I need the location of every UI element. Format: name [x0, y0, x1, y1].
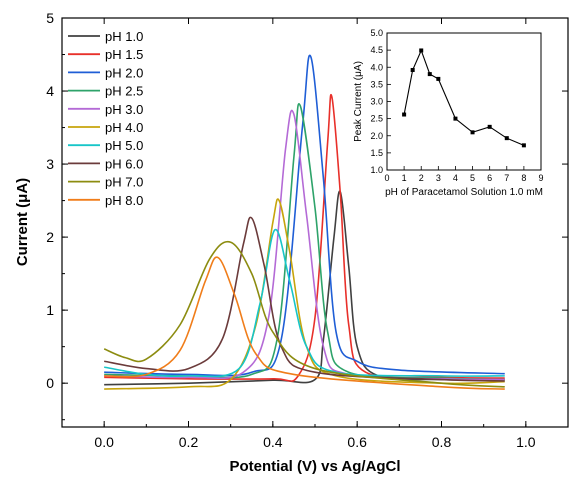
legend-label: pH 5.0 [105, 138, 143, 153]
main-x-tick-label: 0.6 [347, 434, 367, 450]
main-x-axis-title: Potential (V) vs Ag/AgCl [229, 458, 400, 475]
inset-data-point [470, 130, 475, 135]
legend-label: pH 4.0 [105, 120, 143, 135]
inset-frame [386, 32, 542, 171]
inset-x-tick-label: 2 [419, 173, 424, 183]
inset-data-point [504, 136, 509, 141]
inset-x-tick-label: 0 [384, 173, 389, 183]
inset-y-tick-label: 4.5 [370, 45, 383, 55]
inset-x-tick-label: 8 [521, 173, 526, 183]
main-y-tick-label: 5 [46, 10, 54, 26]
series-line-ph-8-0 [104, 256, 505, 390]
inset-x-tick-label: 5 [470, 173, 475, 183]
inset-x-tick-label: 4 [453, 173, 458, 183]
main-x-tick-label: 0.2 [179, 434, 199, 450]
inset-y-tick-label: 2.5 [370, 114, 383, 124]
inset-y-tick-label: 3.0 [370, 97, 383, 107]
main-x-tick-label: 0.0 [94, 434, 114, 450]
inset-x-tick-label: 9 [538, 173, 543, 183]
inset-x-tick-label: 6 [487, 173, 492, 183]
legend-label: pH 8.0 [105, 193, 143, 208]
legend-label: pH 2.0 [105, 65, 143, 80]
inset-data-point [410, 67, 415, 72]
main-y-tick-label: 3 [46, 156, 54, 172]
legend-label: pH 1.5 [105, 47, 143, 62]
legend-label: pH 1.0 [105, 29, 143, 44]
legend-label: pH 3.0 [105, 102, 143, 117]
inset-x-axis-title: pH of Paracetamol Solution 1.0 mM [385, 187, 543, 198]
inset-data-point [521, 143, 526, 148]
series-line-ph-1-5 [104, 94, 505, 382]
main-curves-group [103, 54, 505, 390]
legend: pH 1.0 pH 1.5 pH 2.0 pH 2.5 pH 3.0 pH 4.0 pH 5… [68, 29, 143, 208]
main-y-tick-label: 0 [46, 375, 54, 391]
main-x-tick-label: 0.8 [432, 434, 452, 450]
inset-x-tick-label: 3 [436, 173, 441, 183]
inset-y-tick-label: 1.5 [370, 148, 383, 158]
inset-y-tick-label: 1.0 [370, 165, 383, 175]
main-y-tick-label: 1 [46, 302, 54, 318]
main-y-axis-title: Current (μA) [14, 178, 31, 266]
inset-data-point [453, 116, 458, 121]
inset-y-tick-label: 3.5 [370, 79, 383, 89]
inset-data-point [487, 124, 492, 129]
inset-series-line [403, 48, 525, 146]
series-line-ph-5-0 [104, 228, 505, 378]
series-line-ph-4-0 [104, 198, 505, 390]
main-x-tick-label: 0.4 [263, 434, 283, 450]
inset-y-axis-title: Peak Current (μA) [353, 61, 364, 142]
inset-y-tick-label: 4.0 [370, 62, 383, 72]
legend-label: pH 7.0 [105, 175, 143, 190]
main-y-tick-label: 4 [46, 83, 54, 99]
inset-data-point [436, 76, 441, 81]
inset-data-point [402, 112, 407, 117]
legend-label: pH 2.5 [105, 84, 143, 99]
series-line-ph-2-0 [104, 54, 505, 377]
main-y-tick-label: 2 [46, 229, 54, 245]
inset-y-tick-label: 2.0 [370, 131, 383, 141]
inset-chart: 0 1 2 3 4 5 6 7 8 9 1.0 1.5 2.0 2.5 3.0 3.5 4.0 4.5 5.0 pH … [353, 28, 544, 198]
inset-data-point [419, 48, 424, 53]
main-x-tick-label: 1.0 [516, 434, 536, 450]
series-line-ph-7-0 [103, 240, 505, 388]
inset-y-tick-label: 5.0 [370, 28, 383, 38]
inset-x-tick-label: 7 [504, 173, 509, 183]
legend-label: pH 6.0 [105, 156, 143, 171]
inset-x-tick-label: 1 [402, 173, 407, 183]
inset-data-point [427, 72, 432, 77]
